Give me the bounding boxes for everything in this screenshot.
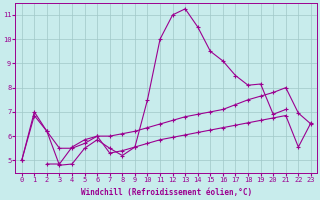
X-axis label: Windchill (Refroidissement éolien,°C): Windchill (Refroidissement éolien,°C) — [81, 188, 252, 197]
